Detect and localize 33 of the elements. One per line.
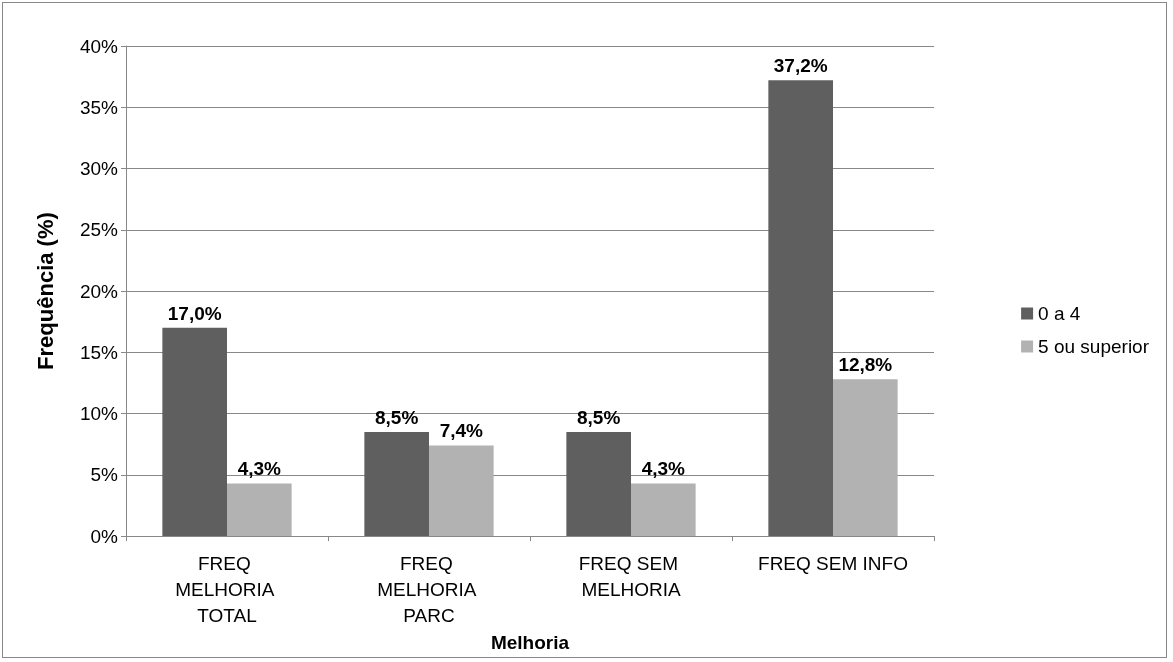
x-tick-label: FREQ SEM MELHORIA	[578, 552, 684, 600]
data-label: 4,3%	[641, 458, 686, 480]
bar	[227, 483, 292, 537]
data-label: 17,0%	[167, 302, 222, 324]
bar	[566, 431, 631, 537]
x-tick-label: FREQ MELHORIA PARC	[377, 552, 481, 626]
bar	[631, 483, 696, 537]
data-label: 12,8%	[838, 354, 893, 376]
legend-label: 5 ou superior	[1038, 336, 1150, 357]
y-tick-label: 15%	[79, 341, 119, 363]
data-label: 8,5%	[375, 406, 419, 428]
data-label: 4,3%	[237, 458, 282, 480]
y-axis-title: Frequência (%)	[32, 212, 58, 370]
y-tick-label: 10%	[79, 403, 119, 425]
bar	[768, 80, 833, 537]
data-label: 7,4%	[439, 420, 484, 442]
y-tick-label: 5%	[90, 464, 119, 486]
x-tick-label: FREQ MELHORIA TOTAL	[175, 552, 279, 626]
data-label: 37,2%	[773, 55, 828, 77]
y-tick-label: 40%	[79, 35, 119, 57]
y-tick-label: 0%	[90, 525, 119, 547]
legend-label: 0 a 4	[1038, 303, 1081, 324]
data-label: 8,5%	[577, 406, 621, 428]
bar	[833, 379, 898, 537]
bar	[162, 327, 227, 537]
x-tick-label: FREQ SEM INFO	[758, 552, 908, 574]
bar	[429, 445, 494, 537]
y-tick-label: 35%	[79, 96, 119, 118]
y-tick-label: 20%	[79, 280, 119, 302]
y-tick-label: 30%	[79, 158, 119, 180]
y-tick-label: 25%	[79, 219, 119, 241]
x-axis-title: Melhoria	[490, 632, 570, 653]
bar	[364, 431, 429, 537]
